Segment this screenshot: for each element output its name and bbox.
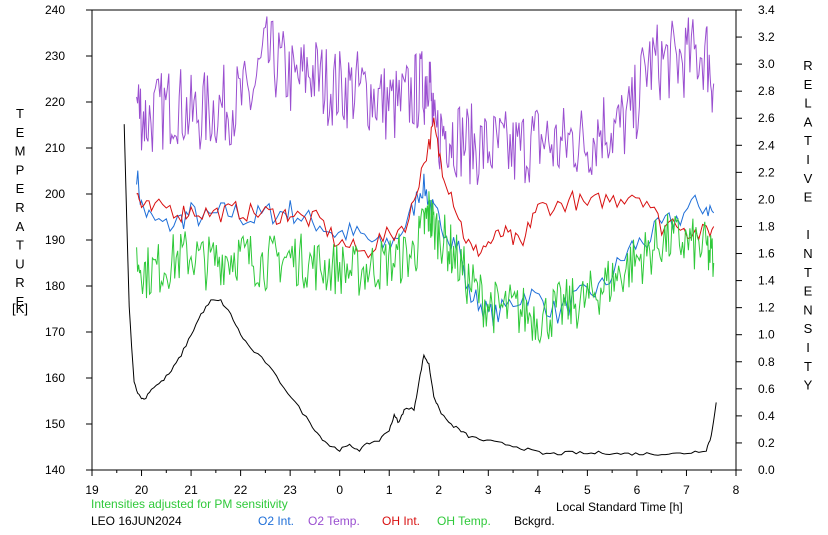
svg-text:A: A xyxy=(804,114,813,129)
y-right-tick-label: 3.0 xyxy=(758,57,775,71)
y-left-tick-label: 180 xyxy=(45,279,65,293)
svg-text:I: I xyxy=(806,340,810,355)
series-o2-temp xyxy=(136,16,715,185)
y-right-tick-label: 0.0 xyxy=(758,463,775,477)
svg-text:P: P xyxy=(16,162,25,177)
svg-text:E: E xyxy=(16,125,25,140)
plot-frame xyxy=(91,9,737,471)
y-right-tick-label: 2.4 xyxy=(758,138,775,152)
y-left-tick-label: 240 xyxy=(45,3,65,17)
legend-o2-int: O2 Int. xyxy=(258,514,295,528)
y-right-tick-label: 2.6 xyxy=(758,111,775,125)
y-right-tick-label: 1.8 xyxy=(758,219,775,233)
y-right-tick-label: 0.8 xyxy=(758,355,775,369)
y-right-tick-label: 3.2 xyxy=(758,30,775,44)
x-tick-label: 8 xyxy=(733,483,740,497)
x-axis-title: Local Standard Time [h] xyxy=(556,500,683,514)
legend-oh-int: OH Int. xyxy=(382,514,421,528)
svg-text:E: E xyxy=(16,294,25,309)
svg-text:T: T xyxy=(804,265,812,280)
x-tick-label: 19 xyxy=(85,483,99,497)
y-left-tick-label: 230 xyxy=(45,49,65,63)
legend-o2-temp: O2 Temp. xyxy=(308,514,360,528)
x-tick-label: 1 xyxy=(386,483,393,497)
svg-text:N: N xyxy=(803,302,812,317)
y-left-tick-label: 170 xyxy=(45,325,65,339)
sensitivity-note: Intensities adjusted for PM sensitivity xyxy=(91,497,288,511)
y-right-tick-label: 2.2 xyxy=(758,165,775,179)
svg-text:T: T xyxy=(16,106,24,121)
y-right-tick-label: 3.4 xyxy=(758,3,775,17)
svg-text:I: I xyxy=(806,152,810,167)
x-tick-label: 20 xyxy=(135,483,149,497)
svg-text:N: N xyxy=(803,246,812,261)
x-tick-label: 2 xyxy=(435,483,442,497)
svg-text:I: I xyxy=(806,227,810,242)
svg-text:R: R xyxy=(15,275,24,290)
svg-text:S: S xyxy=(804,321,813,336)
station-date: LEO 16JUN2024 xyxy=(91,514,182,528)
y-left-tick-label: 200 xyxy=(45,187,65,201)
series-bckgrd xyxy=(123,124,717,456)
y-right-tick-label: 0.6 xyxy=(758,382,775,396)
y-left-tick-label: 160 xyxy=(45,371,65,385)
x-tick-label: 22 xyxy=(234,483,248,497)
svg-text:V: V xyxy=(804,171,813,186)
series-o2-int xyxy=(136,170,715,327)
y-right-tick-label: 1.6 xyxy=(758,247,775,261)
svg-text:E: E xyxy=(804,190,813,205)
y-right-tick-label: 1.2 xyxy=(758,301,775,315)
x-tick-label: 3 xyxy=(485,483,492,497)
legend-bckgrd: Bckgrd. xyxy=(514,514,555,528)
svg-text:E: E xyxy=(804,77,813,92)
x-tick-label: 23 xyxy=(283,483,297,497)
svg-text:R: R xyxy=(15,200,24,215)
svg-text:U: U xyxy=(15,256,24,271)
y-right-tick-label: 1.4 xyxy=(758,274,775,288)
y-left-tick-label: 140 xyxy=(45,463,65,477)
svg-text:T: T xyxy=(804,133,812,148)
svg-text:T: T xyxy=(16,238,24,253)
y-right-tick-label: 0.4 xyxy=(758,409,775,423)
svg-text:Y: Y xyxy=(804,378,813,393)
x-tick-label: 21 xyxy=(184,483,198,497)
svg-text:L: L xyxy=(804,96,811,111)
y-right-tick-label: 0.2 xyxy=(758,436,775,450)
left-axis-unit: [K] xyxy=(12,301,28,316)
x-tick-label: 5 xyxy=(584,483,591,497)
svg-text:E: E xyxy=(804,284,813,299)
y-left-tick-label: 150 xyxy=(45,417,65,431)
x-tick-label: 4 xyxy=(535,483,542,497)
svg-text:A: A xyxy=(16,219,25,234)
y-left-tick-label: 220 xyxy=(45,95,65,109)
svg-text:T: T xyxy=(804,359,812,374)
x-tick-label: 6 xyxy=(634,483,641,497)
y-left-tick-label: 210 xyxy=(45,141,65,155)
legend-oh-temp: OH Temp. xyxy=(437,514,491,528)
x-tick-label: 0 xyxy=(336,483,343,497)
svg-text:R: R xyxy=(803,58,812,73)
series-oh-int xyxy=(136,117,715,259)
x-tick-label: 7 xyxy=(683,483,690,497)
y-right-tick-label: 2.0 xyxy=(758,192,775,206)
series-oh-temp xyxy=(136,191,715,345)
y-right-tick-label: 2.8 xyxy=(758,84,775,98)
y-right-tick-label: 1.0 xyxy=(758,328,775,342)
svg-text:M: M xyxy=(15,144,26,159)
y-left-tick-label: 190 xyxy=(45,233,65,247)
svg-text:E: E xyxy=(16,181,25,196)
